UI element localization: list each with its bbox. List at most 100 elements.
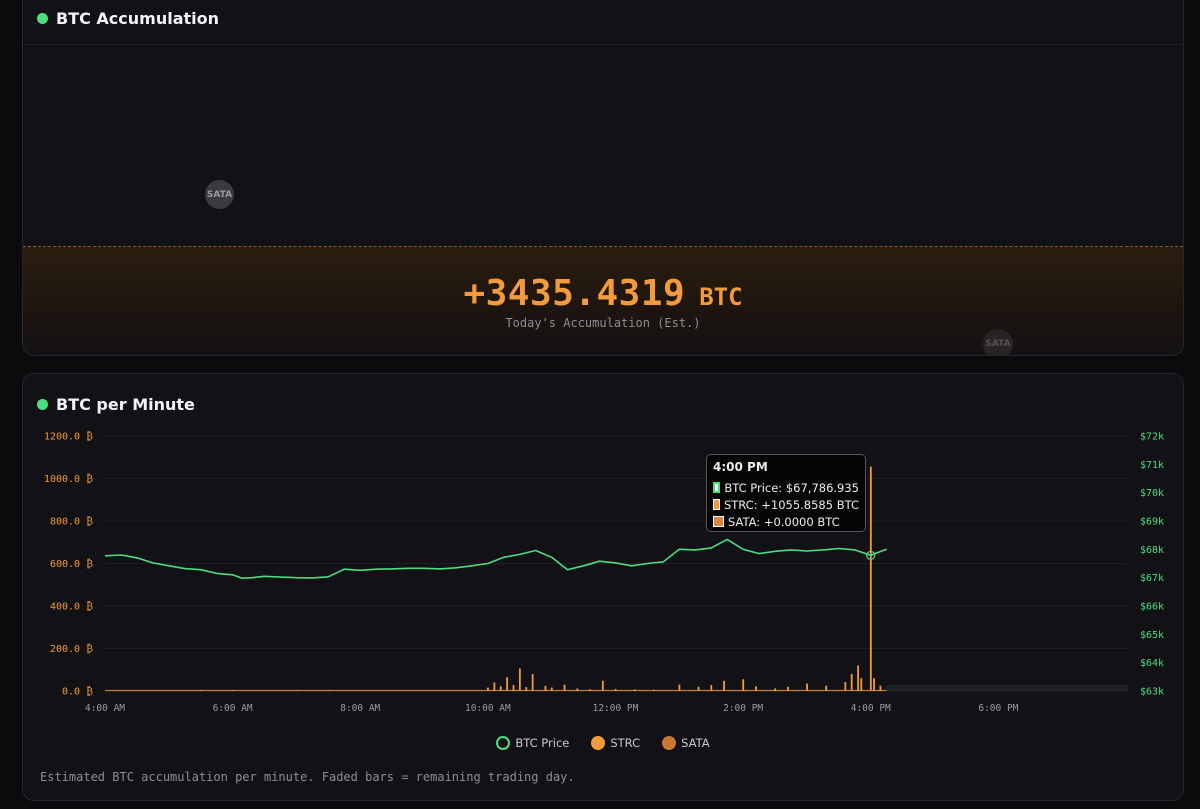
legend-label-strc: STRC (610, 736, 641, 750)
bar-strc (844, 682, 847, 691)
x-tick-label: 2:00 PM (723, 703, 763, 714)
sata-bubble-faded-label: SATA (985, 339, 1011, 349)
accumulation-title: BTC Accumulation (56, 8, 220, 28)
bar-strc (499, 686, 502, 691)
btc-price-legend-icon (496, 736, 511, 750)
btc-price-line (104, 538, 887, 579)
bar-strc (652, 689, 655, 691)
x-tick-label: 4:00 AM (85, 703, 125, 714)
bar-strc (869, 466, 872, 691)
bar-strc (544, 685, 547, 691)
tooltip-sata: SATA: +0.0000 BTC (728, 514, 840, 529)
bar-strc (850, 674, 853, 691)
bar-strc (563, 684, 566, 691)
tooltip-title: 4:00 PM (713, 460, 768, 474)
x-tick-label: 12:00 PM (593, 703, 639, 714)
bar-sata (136, 690, 138, 691)
bar-strc (873, 678, 875, 691)
bar-sata (263, 690, 266, 691)
y-right-tick-label: $69k (1140, 517, 1164, 528)
x-tick-label: 6:00 PM (978, 703, 1018, 714)
bar-strc (423, 690, 426, 691)
y-right-tick-label: $67k (1140, 573, 1164, 584)
bar-strc (493, 682, 496, 691)
bar-strc (327, 690, 330, 691)
accumulation-unit: BTC (699, 283, 743, 311)
tooltip-btc-price: BTC Price: $67,786.935 (724, 480, 859, 495)
tooltip-row-strc: STRC: +1055.8585 BTC (713, 496, 859, 513)
y-left-tick-label: 1200.0 ₿ (44, 431, 93, 443)
bar-strc (512, 685, 515, 691)
legend-item-btc-price[interactable]: BTC Price (496, 736, 569, 750)
bar-strc (455, 690, 457, 691)
bar-strc (860, 678, 863, 691)
bar-strc (710, 685, 713, 691)
btc-price-swatch-icon (713, 482, 721, 493)
y-left-tick-label: 1000.0 ₿ (44, 473, 93, 485)
bar-strc (531, 674, 534, 691)
y-left-tick-label: 200.0 ₿ (50, 643, 93, 655)
per-minute-header: BTC per Minute (37, 392, 195, 416)
per-minute-title: BTC per Minute (56, 394, 195, 414)
legend-item-strc[interactable]: STRC (591, 736, 640, 750)
bar-strc (697, 686, 700, 691)
sata-bubble[interactable]: SATA (205, 180, 234, 209)
tooltip-strc: STRC: +1055.8585 BTC (723, 497, 859, 512)
sata-swatch-icon (713, 516, 724, 527)
accumulation-value-row: +3435.4319 BTC (23, 273, 1183, 314)
strc-legend-icon (591, 736, 606, 750)
y-left-tick-label: 0.0 ₿ (62, 686, 93, 698)
y-left-tick-label: 600.0 ₿ (50, 558, 93, 570)
status-dot-icon (37, 398, 48, 410)
bar-strc (879, 685, 882, 691)
bar-strc (506, 677, 509, 691)
bar-strc (295, 690, 298, 691)
bar-strc (518, 668, 521, 691)
legend-item-sata[interactable]: SATA (662, 736, 710, 750)
faded-remaining-bars (886, 685, 1128, 691)
bar-strc (678, 684, 681, 691)
btc-per-minute-card: BTC per Minute 0.0 ₿ 200.0 ₿ 400.0 ₿ 600.0 … (22, 373, 1184, 801)
hover-point-marker (866, 550, 876, 560)
bar-strc (633, 689, 636, 691)
bar-strc (786, 686, 789, 691)
bar-strc (614, 688, 617, 691)
bar-strc (723, 680, 725, 691)
bar-sata (869, 690, 872, 691)
bar-strc (576, 688, 579, 691)
bar-strc (806, 683, 808, 691)
strc-swatch-icon (713, 499, 720, 510)
bar-strc (199, 690, 202, 691)
tooltip-row-sata: SATA: +0.0000 BTC (713, 513, 859, 530)
sata-bubble-label: SATA (206, 189, 233, 200)
bar-strc (825, 685, 828, 691)
bar-strc (589, 689, 591, 691)
sata-legend-icon (662, 736, 677, 750)
y-right-tick-label: $63k (1140, 687, 1164, 698)
y-right-tick-label: $66k (1140, 602, 1164, 613)
tooltip-row-btc-price: BTC Price: $67,786.935 (713, 479, 859, 496)
chart-footnote: Estimated BTC accumulation per minute. F… (40, 770, 575, 784)
chart-tooltip: 4:00 PM BTC Price: $67,786.935 STRC: +10… (706, 454, 866, 532)
y-right-tick-label: $65k (1140, 630, 1164, 641)
btc-accumulation-card: BTC Accumulation SATA +3435.4319 BTC Toda… (22, 0, 1184, 356)
y-right-tick-label: $71k (1140, 460, 1164, 471)
accumulation-value: +3435.4319 (463, 273, 686, 314)
bar-strc (231, 690, 234, 691)
x-tick-label: 8:00 AM (340, 703, 380, 714)
bar-strc (755, 686, 757, 691)
bar-strc (487, 687, 489, 691)
accumulation-header: BTC Accumulation (37, 6, 219, 30)
bar-strc (857, 665, 859, 691)
bar-strc (774, 688, 777, 691)
x-tick-label: 6:00 AM (213, 703, 253, 714)
accumulation-caption: Today's Accumulation (Est.) (505, 316, 701, 330)
sata-bubble-faded[interactable]: SATA (983, 329, 1013, 355)
status-dot-icon (37, 12, 48, 24)
legend-label-btc-price: BTC Price (515, 736, 570, 750)
per-minute-chart[interactable]: 0.0 ₿ 200.0 ₿ 400.0 ₿ 600.0 ₿ 800.0 ₿ 1000.0 … (23, 374, 1184, 724)
bar-strc (550, 687, 553, 691)
bar-strc (601, 680, 604, 691)
y-right-tick-label: $64k (1140, 658, 1164, 669)
bar-strc (525, 687, 528, 691)
